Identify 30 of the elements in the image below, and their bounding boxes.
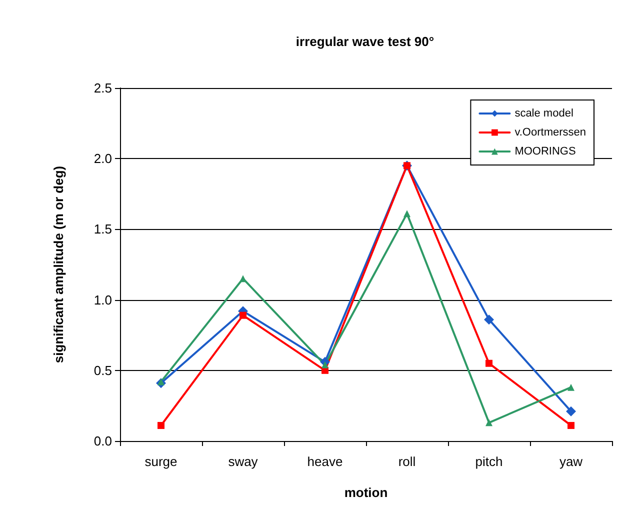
y-tick-label: 0.5 [94,362,112,378]
point [486,360,492,367]
y-tick-label: 1.5 [94,222,112,237]
point [240,312,246,319]
legend-label: v.Oortmerssen [514,126,586,138]
point [568,422,574,429]
y-tick-label: 2.5 [94,80,112,96]
x-tick-label: surge [144,454,178,469]
point [322,361,328,368]
point [568,384,574,391]
y-tick-label: 0.0 [94,434,112,448]
point [566,406,576,416]
x-tick-label: sway [228,454,258,469]
point [404,210,410,218]
legend-label: scale model [514,108,574,120]
point [158,422,164,429]
x-tick-label: roll [398,454,416,469]
point [486,419,492,426]
point [484,314,494,325]
point [240,275,246,282]
y-tick-label: 2.0 [94,151,112,166]
x-tick-label: yaw [559,454,584,469]
point [158,378,164,386]
x-axis-title: motion [344,485,388,500]
x-tick-label: pitch [475,454,503,469]
chart-title: irregular wave test 90° [296,34,434,49]
x-tick-label: heave [307,454,343,469]
y-tick-label: 1.0 [94,292,112,308]
y-axis-title: significant amplitude (m or deg) [51,166,66,364]
legend-label: MOORINGS [514,146,576,158]
